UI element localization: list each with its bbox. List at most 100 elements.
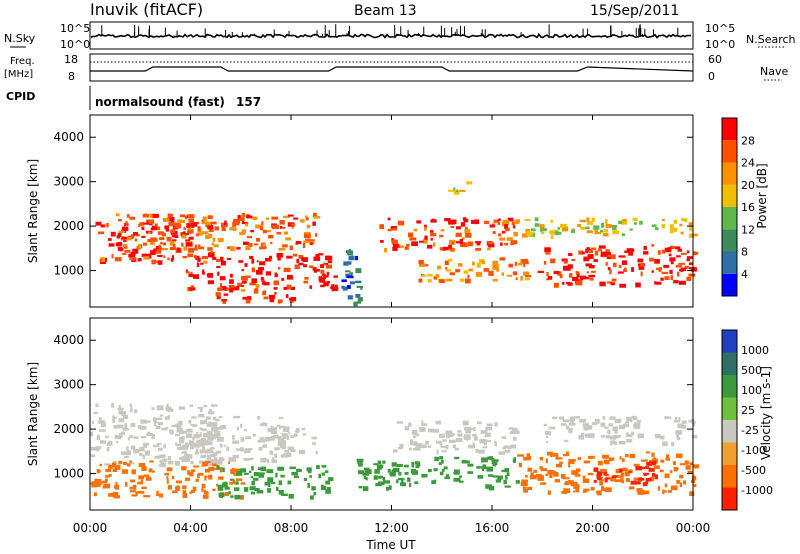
- heatmap-cell: [448, 219, 455, 225]
- heatmap-cell: [210, 422, 218, 426]
- heatmap-cell: [433, 479, 437, 483]
- heatmap-cell: [439, 471, 444, 476]
- heatmap-cell: [598, 247, 602, 252]
- heatmap-cell: [203, 260, 208, 264]
- heatmap-cell: [273, 287, 278, 290]
- heatmap-cell: [143, 242, 148, 246]
- heatmap-cell: [126, 450, 131, 456]
- heatmap-cell: [676, 255, 681, 258]
- heatmap-cell: [186, 241, 193, 244]
- heatmap-cell: [597, 475, 602, 480]
- heatmap-cell: [665, 457, 670, 461]
- heatmap-cell: [543, 260, 547, 265]
- colorbar-segment: [722, 229, 737, 252]
- heatmap-cell: [155, 417, 163, 420]
- heatmap-cell: [565, 425, 569, 430]
- heatmap-cell: [282, 437, 286, 440]
- heatmap-cell: [599, 281, 606, 287]
- heatmap-cell: [408, 422, 412, 427]
- heatmap-cell: [129, 435, 134, 439]
- heatmap-cell: [341, 285, 345, 289]
- heatmap-cell: [524, 277, 530, 281]
- heatmap-cell: [624, 421, 629, 424]
- heatmap-cell: [296, 427, 300, 433]
- heatmap-cell: [287, 446, 295, 451]
- heatmap-cell: [626, 432, 629, 436]
- heatmap-cell: [544, 247, 551, 253]
- heatmap-cell: [192, 486, 197, 492]
- heatmap-cell: [614, 479, 622, 482]
- heatmap-cell: [219, 276, 226, 281]
- heatmap-cell: [348, 255, 355, 261]
- heatmap-cell: [485, 426, 492, 431]
- heatmap-cell: [513, 457, 517, 461]
- heatmap-cell: [587, 254, 594, 259]
- heatmap-cell: [439, 441, 443, 446]
- heatmap-cell: [392, 247, 398, 251]
- heatmap-cell: [228, 457, 232, 462]
- heatmap-cell: [283, 427, 289, 433]
- heatmap-cell: [553, 270, 560, 275]
- heatmap-cell: [100, 261, 107, 264]
- noise-right-label: N.Search: [746, 33, 796, 46]
- heatmap-cell: [484, 432, 491, 437]
- heatmap-cell: [314, 268, 320, 272]
- heatmap-cell: [479, 438, 487, 444]
- heatmap-cell: [649, 257, 655, 262]
- heatmap-cell: [494, 440, 497, 446]
- heatmap-cell: [139, 453, 143, 456]
- heatmap-cell: [658, 250, 661, 255]
- heatmap-cell: [267, 482, 271, 487]
- heatmap-cell: [161, 458, 168, 462]
- heatmap-cell: [121, 411, 126, 416]
- heatmap-cell: [122, 236, 127, 240]
- heatmap-cell: [306, 467, 312, 472]
- heatmap-cell: [150, 227, 153, 231]
- heatmap-cell: [232, 454, 240, 458]
- heatmap-cell: [418, 259, 424, 265]
- heatmap-cell: [194, 255, 197, 259]
- heatmap-cell: [580, 278, 584, 281]
- heatmap-cell: [596, 490, 599, 494]
- heatmap-cell: [174, 235, 179, 239]
- heatmap-cell: [129, 216, 135, 220]
- heatmap-cell: [504, 242, 509, 246]
- heatmap-cell: [355, 255, 358, 261]
- heatmap-cell: [290, 223, 296, 226]
- heatmap-cell: [601, 486, 604, 491]
- heatmap-cell: [343, 261, 349, 266]
- velocity-heatmap: [90, 402, 699, 500]
- heatmap-cell: [607, 267, 611, 271]
- heatmap-cell: [250, 457, 254, 461]
- freq-left-tick-bottom: 8: [68, 70, 75, 83]
- heatmap-cell: [463, 218, 469, 223]
- heatmap-cell: [553, 470, 556, 476]
- heatmap-cell: [152, 213, 159, 218]
- heatmap-cell: [255, 224, 261, 229]
- heatmap-cell: [489, 224, 495, 228]
- heatmap-cell: [486, 466, 494, 472]
- heatmap-cell: [159, 460, 163, 464]
- heatmap-cell: [217, 287, 223, 291]
- heatmap-cell: [255, 269, 263, 275]
- heatmap-cell: [253, 472, 259, 477]
- heatmap-cell: [280, 440, 287, 443]
- heatmap-cell: [586, 217, 590, 222]
- heatmap-cell: [131, 494, 136, 497]
- heatmap-cell: [390, 227, 398, 231]
- heatmap-cell: [259, 261, 266, 266]
- heatmap-cell: [676, 467, 679, 470]
- freq-right-tick-top: 60: [708, 53, 722, 66]
- heatmap-cell: [439, 456, 444, 460]
- heatmap-cell: [620, 477, 624, 480]
- heatmap-cell: [276, 424, 281, 427]
- heatmap-cell: [404, 426, 410, 431]
- heatmap-cell: [347, 261, 352, 265]
- heatmap-cell: [598, 245, 606, 249]
- heatmap-cell: [166, 236, 172, 242]
- heatmap-cell: [445, 474, 450, 477]
- freq-right-tick-bottom: 0: [708, 70, 715, 83]
- heatmap-cell: [320, 264, 324, 269]
- heatmap-cell: [423, 428, 426, 432]
- heatmap-cell: [137, 425, 142, 429]
